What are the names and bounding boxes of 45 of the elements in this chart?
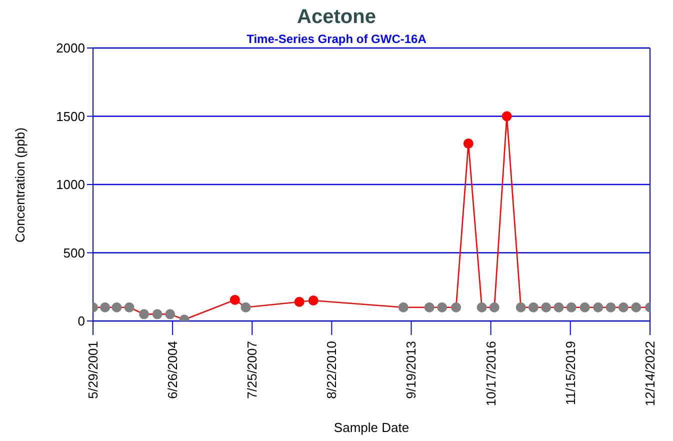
point — [124, 302, 134, 312]
point — [165, 309, 176, 320]
point — [606, 302, 616, 312]
point — [240, 302, 251, 312]
point — [554, 302, 564, 312]
point — [139, 309, 150, 320]
point — [294, 296, 304, 307]
point — [476, 302, 487, 312]
point — [631, 302, 642, 312]
point — [308, 296, 318, 306]
point — [528, 302, 538, 312]
x-tick-label: 8/22/2010 — [324, 341, 340, 399]
point — [566, 302, 576, 312]
point — [502, 111, 512, 122]
point — [489, 302, 500, 312]
y-tick-label: 1500 — [56, 108, 85, 124]
y-axis-title: Concentration (ppb) — [12, 128, 28, 242]
point — [424, 302, 434, 312]
y-tick-label: 1000 — [56, 177, 85, 192]
point — [437, 302, 448, 312]
y-tick-label: 2000 — [56, 40, 85, 56]
point — [580, 302, 590, 312]
x-tick-label: 9/19/2013 — [404, 341, 419, 399]
y-tick-label: 0 — [78, 314, 85, 329]
point — [618, 302, 628, 312]
chart-subtitle: Time-Series Graph of GWC-16A — [246, 32, 426, 46]
x-tick-label: 7/25/2007 — [244, 341, 260, 399]
point — [451, 302, 462, 312]
x-tick-label: 6/26/2004 — [165, 341, 180, 399]
x-tick-label: 5/29/2001 — [86, 341, 100, 399]
point — [516, 302, 526, 312]
y-tick-label: 500 — [63, 245, 85, 260]
point — [100, 302, 110, 312]
point — [230, 294, 240, 305]
point — [112, 302, 122, 312]
point — [398, 302, 408, 312]
x-tick-label: 12/14/2022 — [642, 341, 658, 406]
x-tick-label: 10/17/2016 — [483, 341, 498, 406]
x-axis-title: Sample Date — [332, 420, 410, 435]
chart-title: Acetone — [296, 6, 377, 29]
point — [593, 302, 604, 312]
point — [152, 309, 162, 320]
x-tick-label: 11/15/2019 — [562, 341, 578, 406]
point — [541, 302, 552, 312]
point — [463, 138, 474, 149]
